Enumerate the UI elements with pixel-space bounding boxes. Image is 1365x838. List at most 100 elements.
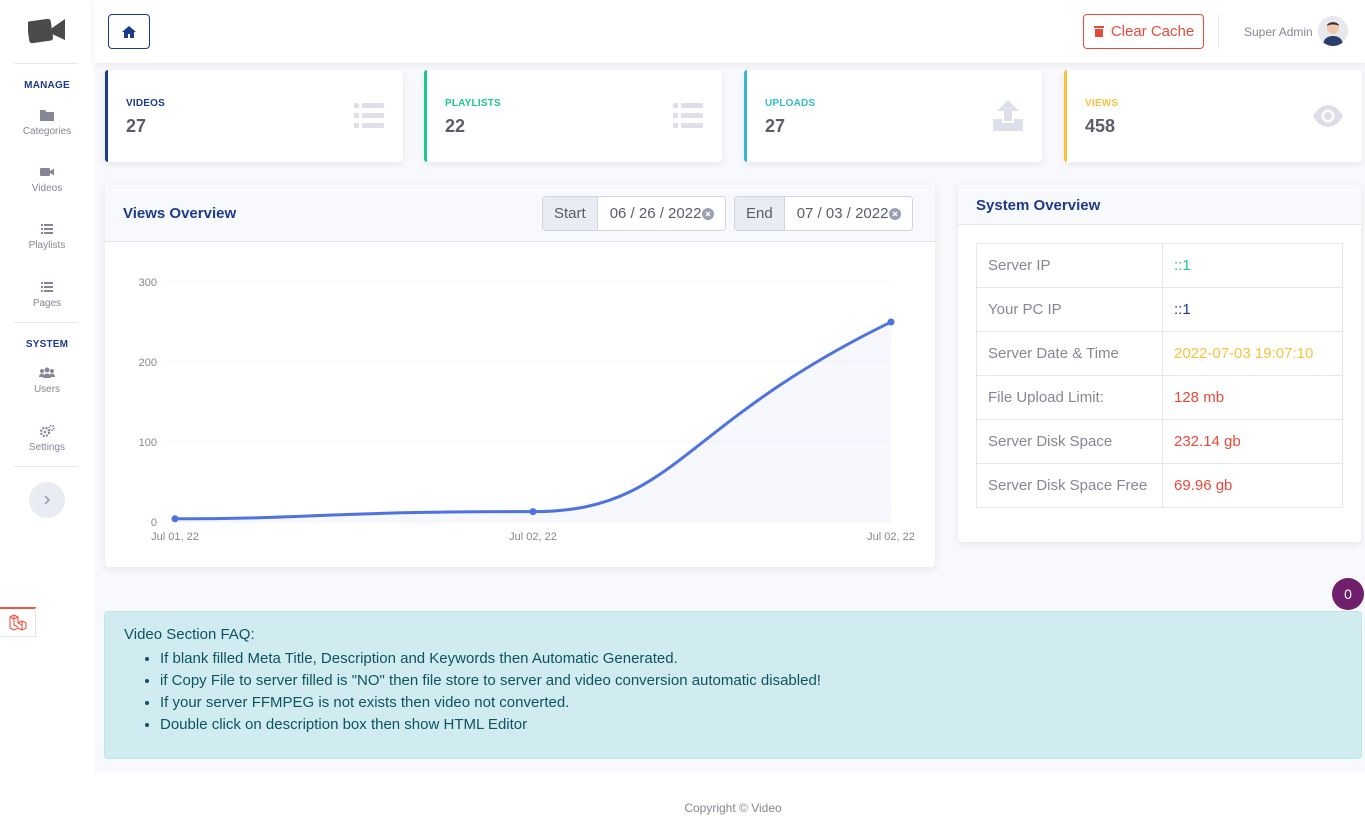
faq-title: Video Section FAQ: [124, 626, 255, 643]
sidebar-item-users[interactable]: Users [0, 366, 94, 416]
sidebar-item-pages[interactable]: Pages [0, 280, 94, 330]
home-icon [122, 25, 136, 38]
sidebar-item-settings[interactable]: Settings [0, 424, 94, 474]
sidebar-heading-manage: MANAGE [24, 80, 70, 91]
stat-value: 27 [765, 116, 786, 136]
views-line-chart: 0 100 200 300 Jul 01, 22 Jul 02, 22 Jul 02, 22 [139, 277, 915, 543]
y-tick-label: 300 [139, 277, 157, 289]
start-date-label: Start [543, 197, 598, 230]
row-value: 128 mb [1162, 375, 1343, 420]
end-date-group: End [734, 196, 913, 231]
upload-icon [993, 100, 1023, 131]
system-overview-header: System Overview [958, 185, 1361, 225]
stat-card-accent [1064, 70, 1067, 162]
stat-label: PLAYLISTS [445, 98, 501, 109]
folder-icon [40, 110, 54, 121]
stat-label: VIEWS [1085, 98, 1119, 109]
cogs-icon [39, 424, 55, 438]
stat-value: 458 [1085, 116, 1116, 136]
row-key: Server IP [976, 243, 1163, 288]
faq-list: If blank filled Meta Title, Description … [160, 648, 821, 736]
sidebar-item-label: Categories [22, 126, 72, 137]
stat-card-accent [105, 70, 108, 162]
users-icon [39, 367, 55, 378]
list-item: If blank filled Meta Title, Description … [160, 648, 821, 670]
x-tick-label: Jul 02, 22 [509, 531, 557, 543]
table-row: File Upload Limit: 128 mb [976, 375, 1343, 420]
sidebar-item-label: Pages [32, 298, 62, 309]
system-overview-table: Server IP::1 Your PC IP::1 Server Date &… [976, 243, 1343, 508]
system-overview-card: System Overview Server IP::1 Your PC IP:… [958, 185, 1361, 542]
stat-card-videos[interactable]: VIDEOS 27 [105, 70, 403, 162]
sidebar: MANAGE Categories Videos Playlists Pages… [0, 0, 94, 838]
sidebar-item-videos[interactable]: Videos [0, 165, 94, 215]
clear-end-date-icon[interactable] [888, 208, 901, 220]
stat-value: 27 [126, 116, 147, 136]
row-value: ::1 [1162, 243, 1343, 288]
copyright-text: Copyright © Video [684, 801, 782, 815]
data-point [887, 318, 895, 326]
row-key: Your PC IP [976, 287, 1163, 332]
end-date-label: End [735, 197, 785, 230]
list-icon [673, 103, 703, 128]
sidebar-item-label: Playlists [28, 240, 66, 251]
end-date-input[interactable] [784, 197, 912, 230]
list-item: Double click on description box then sho… [160, 714, 821, 736]
stat-label: VIDEOS [126, 98, 165, 109]
laravel-logo-icon [8, 613, 27, 631]
list-icon [354, 103, 384, 128]
clear-cache-button[interactable]: Clear Cache [1083, 14, 1204, 49]
debugbar-toggle[interactable] [0, 607, 36, 637]
y-tick-label: 200 [139, 357, 157, 369]
table-row: Server Disk Space 232.14 gb [976, 419, 1343, 464]
stat-card-playlists[interactable]: PLAYLISTS 22 [424, 70, 722, 162]
stat-card-accent [744, 70, 747, 162]
x-tick-label: Jul 02, 22 [867, 531, 915, 543]
row-key: File Upload Limit: [976, 375, 1163, 420]
y-tick-label: 100 [139, 437, 157, 449]
stat-card-uploads[interactable]: UPLOADS 27 [744, 70, 1042, 162]
notification-badge[interactable]: 0 [1332, 578, 1364, 610]
row-value: 232.14 gb [1162, 419, 1343, 464]
trash-icon [1093, 26, 1104, 37]
sidebar-item-label: Users [33, 384, 61, 395]
video-camera-logo-icon[interactable] [28, 16, 66, 46]
sidebar-toggle-button[interactable] [29, 482, 65, 518]
row-value: 69.96 gb [1162, 463, 1343, 508]
views-overview-header: Views Overview Start End [105, 185, 935, 242]
home-button[interactable] [108, 14, 150, 49]
sidebar-item-categories[interactable]: Categories [0, 108, 94, 158]
sidebar-heading-system: SYSTEM [25, 339, 69, 350]
views-overview-title: Views Overview [123, 205, 237, 222]
x-tick-label: Jul 01, 22 [151, 531, 199, 543]
stat-card-views[interactable]: VIEWS 458 [1064, 70, 1362, 162]
system-overview-title: System Overview [976, 197, 1101, 214]
avatar[interactable] [1318, 16, 1348, 46]
clear-start-date-icon[interactable] [701, 208, 714, 220]
table-row: Server Date & Time 2022-07-03 19:07:10 [976, 331, 1343, 376]
footer: Copyright © Video [94, 773, 1365, 838]
views-chart-area: 0 100 200 300 Jul 01, 22 Jul 02, 22 Jul 02, 22 [105, 242, 935, 567]
data-point [171, 515, 179, 523]
topbar-divider [1218, 15, 1219, 48]
chart-area-fill [175, 322, 891, 522]
list-icon [41, 224, 53, 234]
sidebar-divider [14, 322, 78, 323]
row-key: Server Date & Time [976, 331, 1163, 376]
list-icon [41, 282, 53, 292]
row-key: Server Disk Space Free [976, 463, 1163, 508]
sidebar-item-playlists[interactable]: Playlists [0, 222, 94, 272]
sidebar-divider [14, 63, 78, 64]
faq-alert: Video Section FAQ: If blank filled Meta … [104, 611, 1362, 759]
views-overview-card: Views Overview Start End 0 100 200 300 Jul 0… [105, 185, 935, 567]
stat-label: UPLOADS [765, 98, 816, 109]
user-avatar-icon [1318, 16, 1348, 46]
list-item: If your server FFMPEG is not exists then… [160, 692, 821, 714]
eye-icon [1313, 105, 1343, 127]
row-value: 2022-07-03 19:07:10 [1162, 331, 1343, 376]
clear-cache-label: Clear Cache [1110, 23, 1195, 40]
row-value: ::1 [1162, 287, 1343, 332]
sidebar-divider [14, 466, 78, 467]
data-point [529, 508, 537, 516]
user-name[interactable]: Super Admin [1244, 25, 1313, 39]
